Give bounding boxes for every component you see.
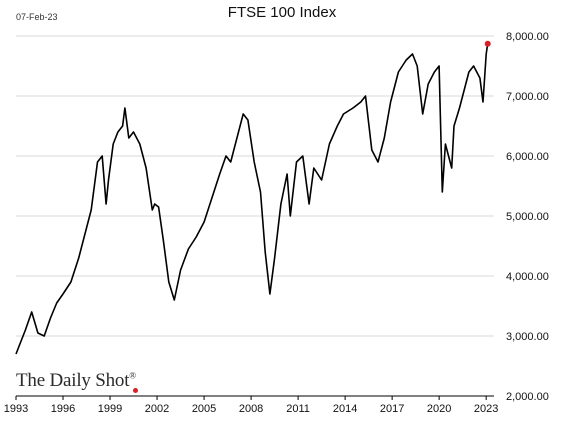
last-value-point	[484, 40, 491, 47]
y-tick-label: 3,000.00	[506, 331, 549, 343]
x-tick-label: 2023	[474, 403, 498, 415]
ftse-100-series-line	[15, 43, 489, 355]
y-tick-label: 5,000.00	[506, 211, 549, 223]
x-tick-label: 1999	[98, 403, 122, 415]
x-tick-label: 2020	[427, 403, 451, 415]
x-tick-label: 2017	[380, 403, 404, 415]
y-tick-label: 4,000.00	[506, 271, 549, 283]
y-tick-label: 7,000.00	[506, 91, 549, 103]
chart-title: FTSE 100 Index	[227, 4, 337, 21]
chart-date-label: 07-Feb-23	[16, 12, 58, 22]
brand-registered-mark: ®	[129, 370, 136, 381]
y-tick-label: 2,000.00	[506, 391, 549, 403]
x-tick-label: 1996	[51, 403, 75, 415]
x-tick-label: 2014	[333, 403, 357, 415]
brand-dot	[133, 388, 138, 393]
gridlines	[16, 35, 494, 397]
x-tick-label: 2011	[286, 403, 310, 415]
x-tick-label: 2008	[239, 403, 263, 415]
brand-name: The Daily Shot	[16, 370, 130, 391]
x-tick-label: 2002	[145, 403, 169, 415]
x-tick-label: 1993	[4, 403, 28, 415]
y-axis: 2,000.00 3,000.00 4,000.00 5,000.00 6,000.00…	[506, 31, 549, 403]
x-axis: 1993 1996 1999 2002 2005 2008 2011 2014 2017 2020…	[4, 395, 498, 415]
y-tick-label: 8,000.00	[506, 31, 549, 43]
brand-logo: The Daily Shot®	[16, 370, 136, 392]
x-tick-label: 2005	[192, 403, 216, 415]
y-tick-label: 6,000.00	[506, 151, 549, 163]
